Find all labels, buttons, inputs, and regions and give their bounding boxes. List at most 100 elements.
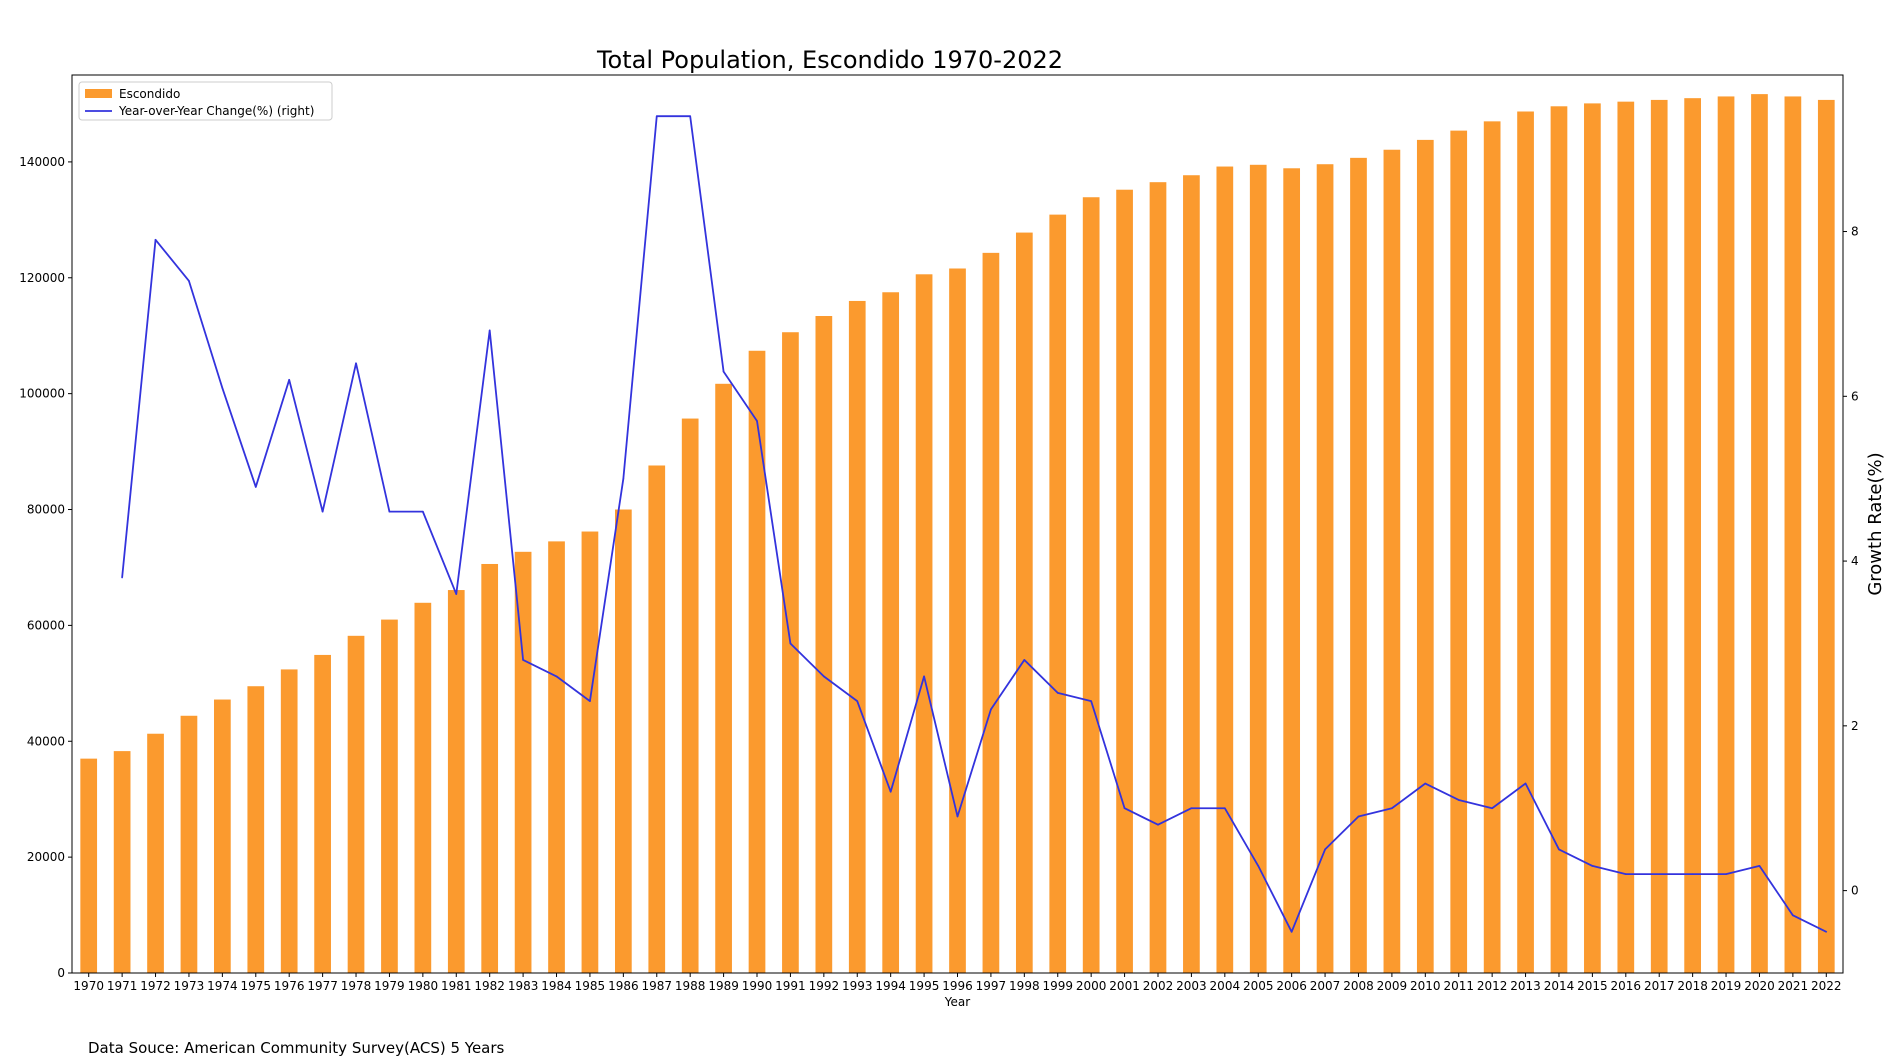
x-tick-label-1982: 1982 (474, 979, 505, 993)
line-point-2001 (1123, 807, 1126, 810)
line-point-2012 (1491, 807, 1493, 810)
legend-entry-escondido: Escondido (119, 87, 180, 101)
line-point-2007 (1324, 848, 1326, 851)
x-tick-label-2002: 2002 (1143, 979, 1174, 993)
line-point-2020 (1758, 865, 1761, 867)
bar-2003 (1183, 175, 1200, 974)
line-point-1990 (756, 420, 758, 422)
line-point-1980 (422, 510, 424, 513)
y2-tick-label-6: 6 (1851, 389, 1859, 403)
x-tick-label-2022: 2022 (1811, 979, 1842, 993)
x-tick-label-1971: 1971 (107, 979, 138, 993)
line-point-2017 (1658, 873, 1661, 875)
x-axis-label: Year (944, 995, 970, 1009)
line-point-1982 (488, 329, 491, 332)
line-point-2006 (1290, 931, 1293, 933)
bar-2010 (1416, 139, 1434, 973)
bar-1973 (180, 715, 198, 973)
bar-2004 (1216, 166, 1234, 974)
bar-1995 (915, 274, 933, 973)
x-tick-label-1995: 1995 (909, 979, 940, 993)
y2-tick-label-4: 4 (1851, 554, 1859, 568)
line-point-1975 (254, 486, 257, 488)
line-point-1984 (555, 675, 558, 678)
legend-bar-swatch (85, 89, 112, 98)
line-point-1981 (455, 593, 458, 595)
bar-1978 (347, 635, 365, 973)
bar-1974 (214, 699, 231, 973)
y-tick-label-0: 0 (57, 966, 65, 980)
x-tick-label-1986: 1986 (608, 979, 639, 993)
bar-2000 (1082, 197, 1100, 974)
bar-2011 (1450, 130, 1468, 973)
x-tick-label-1988: 1988 (675, 979, 706, 993)
bar-1980 (414, 602, 432, 973)
x-tick-label-2019: 2019 (1711, 979, 1742, 993)
x-tick-label-1994: 1994 (875, 979, 906, 993)
bar-2014 (1550, 106, 1568, 974)
line-point-1994 (889, 790, 892, 793)
line-point-2004 (1224, 807, 1226, 810)
x-tick-label-2008: 2008 (1343, 979, 1374, 993)
line-point-2008 (1357, 815, 1360, 818)
line-point-2013 (1524, 782, 1527, 785)
bar-1996 (949, 268, 966, 973)
bar-1989 (715, 383, 732, 973)
y2-tick-label-2: 2 (1851, 719, 1859, 733)
chart-title: Total Population, Escondido 1970-2022 (596, 46, 1063, 74)
bar-1985 (581, 531, 599, 973)
x-tick-label-1992: 1992 (809, 979, 840, 993)
bar-1983 (514, 551, 532, 973)
x-tick-label-2004: 2004 (1210, 979, 1241, 993)
x-tick-label-2013: 2013 (1510, 979, 1541, 993)
y-tick-label-40000: 40000 (27, 734, 65, 748)
y-tick-label-80000: 80000 (27, 503, 65, 517)
bar-1988 (681, 418, 699, 973)
line-point-2002 (1157, 823, 1159, 826)
line-point-1971 (121, 576, 123, 579)
line-point-2010 (1424, 782, 1427, 785)
line-point-2014 (1558, 848, 1560, 851)
x-tick-label-2017: 2017 (1644, 979, 1675, 993)
x-tick-label-1993: 1993 (842, 979, 873, 993)
bar-1981 (447, 590, 465, 973)
bar-2020 (1751, 94, 1768, 974)
x-tick-label-2010: 2010 (1410, 979, 1441, 993)
line-point-1977 (321, 510, 324, 513)
x-tick-label-1998: 1998 (1009, 979, 1040, 993)
x-tick-label-2016: 2016 (1611, 979, 1642, 993)
x-tick-label-1999: 1999 (1042, 979, 1073, 993)
bar-1971 (113, 751, 131, 973)
bar-1977 (314, 654, 331, 973)
x-tick-label-2001: 2001 (1109, 979, 1140, 993)
bar-1992 (815, 316, 833, 973)
line-point-2019 (1725, 873, 1727, 875)
y2-tick-label-8: 8 (1851, 225, 1859, 239)
line-point-2000 (1090, 700, 1092, 702)
bar-2021 (1784, 96, 1802, 973)
y-tick-label-120000: 120000 (19, 271, 65, 285)
line-point-1999 (1056, 692, 1059, 694)
bar-2007 (1316, 164, 1334, 974)
source-note: Data Souce: American Community Survey(AC… (88, 1039, 505, 1057)
x-tick-label-1997: 1997 (976, 979, 1007, 993)
bar-1982 (481, 563, 499, 973)
line-point-2021 (1792, 914, 1794, 917)
bar-1984 (548, 541, 565, 973)
bar-series-layer (80, 94, 1835, 974)
x-tick-label-1983: 1983 (508, 979, 539, 993)
bar-2015 (1584, 103, 1601, 973)
bar-1987 (648, 465, 666, 973)
line-point-2009 (1391, 807, 1393, 810)
bar-1990 (748, 350, 766, 973)
line-point-1979 (388, 510, 391, 513)
legend-entry-yoy-change: Year-over-Year Change(%) (right) (118, 104, 314, 118)
x-tick-label-2020: 2020 (1744, 979, 1775, 993)
bar-1999 (1049, 214, 1067, 973)
x-tick-label-2006: 2006 (1276, 979, 1307, 993)
x-tick-label-2009: 2009 (1377, 979, 1408, 993)
line-point-1986 (622, 477, 625, 480)
bar-2019 (1717, 96, 1735, 973)
line-point-2018 (1691, 873, 1694, 875)
line-point-2015 (1591, 865, 1594, 867)
